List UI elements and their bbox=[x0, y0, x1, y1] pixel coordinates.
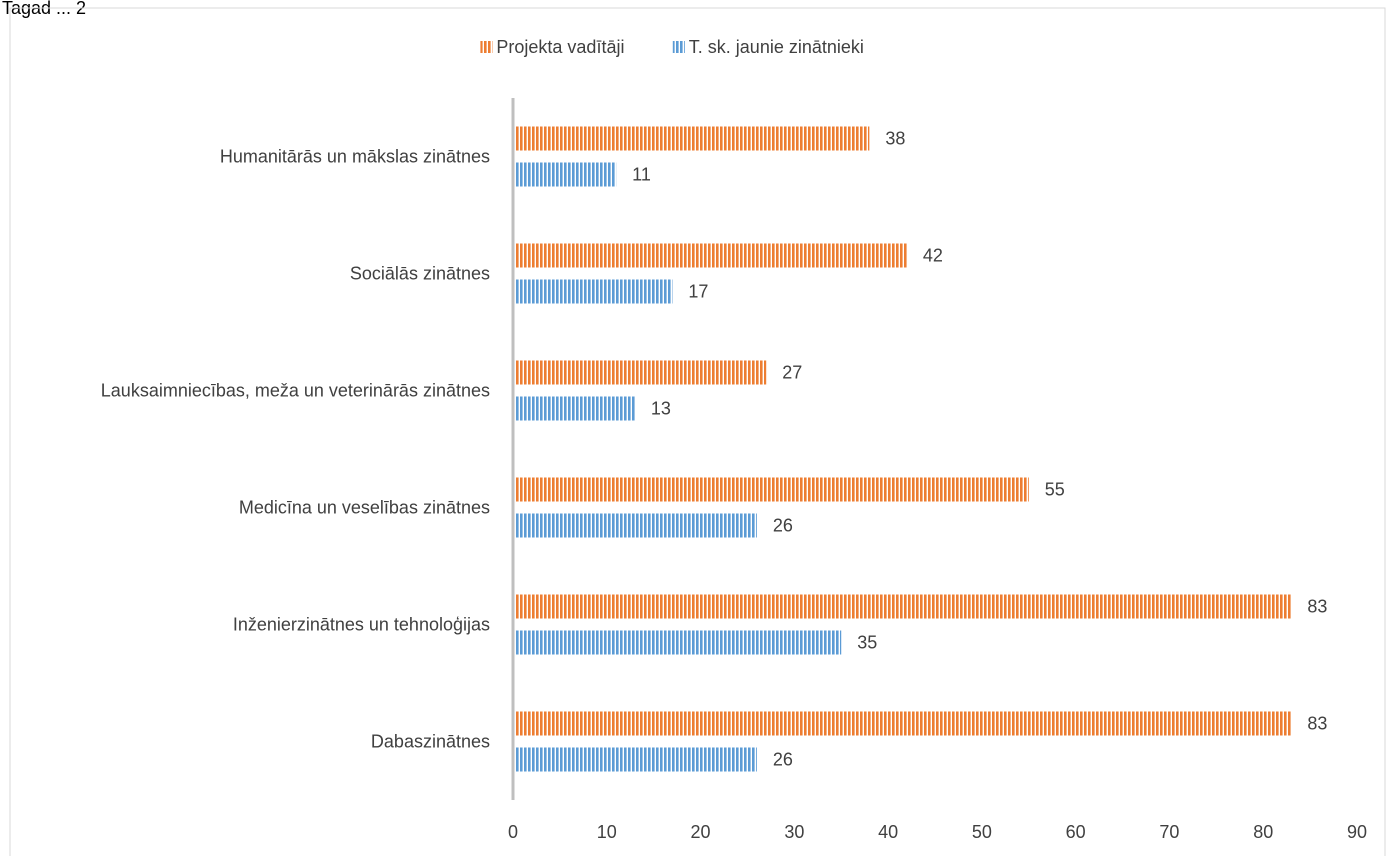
x-tick-label: 90 bbox=[1347, 822, 1367, 842]
category-label-dabaszinatnes: Dabaszinātnes bbox=[371, 732, 490, 752]
legend-label-projekta-vaditaji: Projekta vadītāji bbox=[496, 37, 624, 57]
x-tick-label: 20 bbox=[691, 822, 711, 842]
bar-t-sk-jaunie-zinatnieki-humanitaras-un-makslas-zinatnes bbox=[515, 162, 617, 187]
x-tick-label: 70 bbox=[1159, 822, 1179, 842]
x-tick-label: 80 bbox=[1253, 822, 1273, 842]
data-label-t-sk-jaunie-zinatnieki-lauksaimniecibas-meza-un-veterinaras-zinatnes: 13 bbox=[651, 399, 671, 419]
bar-projekta-vaditaji-humanitaras-un-makslas-zinatnes bbox=[515, 126, 870, 151]
category-label-socialas-zinatnes: Sociālās zinātnes bbox=[350, 264, 490, 284]
data-label-t-sk-jaunie-zinatnieki-humanitaras-un-makslas-zinatnes: 11 bbox=[632, 165, 651, 185]
data-label-t-sk-jaunie-zinatnieki-inzenierzinatnes-un-tehnologijas: 35 bbox=[857, 633, 877, 653]
x-tick-label: 30 bbox=[784, 822, 804, 842]
x-tick-label: 40 bbox=[878, 822, 898, 842]
bar-t-sk-jaunie-zinatnieki-lauksaimniecibas-meza-un-veterinaras-zinatnes bbox=[515, 396, 635, 421]
data-label-projekta-vaditaji-lauksaimniecibas-meza-un-veterinaras-zinatnes: 27 bbox=[782, 363, 802, 383]
x-tick-label: 0 bbox=[508, 822, 518, 842]
bar-projekta-vaditaji-medicina-un-veselibas-zinatnes bbox=[515, 477, 1029, 502]
bar-projekta-vaditaji-dabaszinatnes bbox=[515, 711, 1292, 736]
data-label-projekta-vaditaji-dabaszinatnes: 83 bbox=[1307, 714, 1327, 734]
bar-t-sk-jaunie-zinatnieki-inzenierzinatnes-un-tehnologijas bbox=[515, 630, 842, 655]
category-label-medicina-un-veselibas-zinatnes: Medicīna un veselības zinātnes bbox=[239, 498, 490, 518]
data-label-projekta-vaditaji-inzenierzinatnes-un-tehnologijas: 83 bbox=[1307, 597, 1327, 617]
data-label-projekta-vaditaji-socialas-zinatnes: 42 bbox=[923, 246, 943, 266]
x-tick-label: 60 bbox=[1066, 822, 1086, 842]
data-label-t-sk-jaunie-zinatnieki-socialas-zinatnes: 17 bbox=[688, 282, 708, 302]
legend-swatch-projekta-vaditaji bbox=[480, 41, 493, 53]
x-tick-label: 10 bbox=[597, 822, 617, 842]
bar-projekta-vaditaji-socialas-zinatnes bbox=[515, 243, 907, 268]
bar-projekta-vaditaji-inzenierzinatnes-un-tehnologijas bbox=[515, 594, 1292, 619]
legend-swatch-t-sk-jaunie-zinatnieki bbox=[672, 41, 685, 53]
legend-label-t-sk-jaunie-zinatnieki: T. sk. jaunie zinātnieki bbox=[689, 37, 864, 57]
data-label-t-sk-jaunie-zinatnieki-medicina-un-veselibas-zinatnes: 26 bbox=[773, 516, 793, 536]
bar-t-sk-jaunie-zinatnieki-dabaszinatnes bbox=[515, 747, 757, 772]
category-label-inzenierzinatnes-un-tehnologijas: Inženierzinātnes un tehnoloģijas bbox=[233, 615, 490, 635]
x-tick-label: 50 bbox=[972, 822, 992, 842]
plot-area: 0 10 20 30 40 50 60 70 80 90 Humanitārās un māksla… bbox=[101, 98, 1367, 842]
bar-t-sk-jaunie-zinatnieki-medicina-un-veselibas-zinatnes bbox=[515, 513, 757, 538]
bar-projekta-vaditaji-lauksaimniecibas-meza-un-veterinaras-zinatnes bbox=[515, 360, 767, 385]
data-label-t-sk-jaunie-zinatnieki-dabaszinatnes: 26 bbox=[773, 750, 793, 770]
category-label-humanitaras-un-makslas-zinatnes: Humanitārās un mākslas zinātnes bbox=[220, 147, 490, 167]
data-label-projekta-vaditaji-medicina-un-veselibas-zinatnes: 55 bbox=[1045, 480, 1065, 500]
data-label-projekta-vaditaji-humanitaras-un-makslas-zinatnes: 38 bbox=[885, 129, 905, 149]
category-label-lauksaimniecibas-meza-un-veterinaras-zinatnes: Lauksaimniecības, meža un veterinārās zi… bbox=[101, 381, 490, 401]
bar-t-sk-jaunie-zinatnieki-socialas-zinatnes bbox=[515, 279, 673, 304]
legend: Projekta vadītāji T. sk. jaunie zinātniek… bbox=[480, 37, 864, 57]
page-header-fragment: Tagad ... 2 bbox=[2, 0, 86, 18]
